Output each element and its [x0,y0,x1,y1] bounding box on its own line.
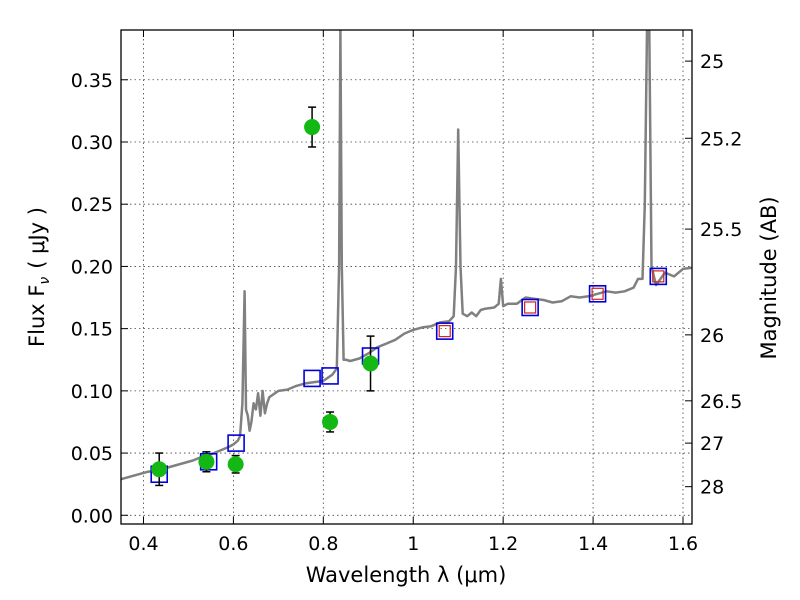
x-axis-title: Wavelength λ (μm) [306,563,507,587]
synthetic-point [303,369,321,388]
y2-axis-title: Magnitude (AB) [757,196,781,359]
x-tick-label: 1.6 [668,533,698,555]
synthetic-point [227,434,245,452]
y-axis-title-main: Flux F [25,285,49,347]
y2-tick-label: 26.5 [700,391,742,413]
observed-point [227,456,244,473]
synthetic-point [321,367,339,385]
y2-tick-label: 25.2 [700,128,742,150]
synthetic-point [435,322,454,340]
x-tick-label: 0.6 [218,533,248,555]
synthetic-point [649,267,668,286]
synthetic-point [588,284,607,303]
y-tick-label: 0.25 [71,194,113,216]
grid-lines [121,30,692,524]
synthetic-point-inner [591,287,604,300]
x-tick-label: 0.4 [128,533,158,555]
y-axis-title-subscript: ν [37,277,53,285]
y-axis-title-unit: ( μJy ) [25,207,49,269]
x-tick-label: 1 [407,533,419,555]
observed-point [362,355,379,372]
observed-point [151,461,168,478]
y2-tick-label: 28 [700,477,724,499]
plot-data [121,30,692,487]
y-tick-label: 0.35 [71,70,113,92]
y-tick-label: 0.10 [71,381,113,403]
observed-point [304,119,321,136]
y-tick-label: 0.05 [71,443,113,465]
synthetic-point-inner [524,301,537,314]
observed-point [322,413,339,430]
x-tick-label: 0.8 [308,533,338,555]
model-spectrum-line [121,30,692,481]
y-tick-label: 0.00 [71,505,113,527]
y-axis-title: Flux Fν ( μJy ) [25,207,53,347]
plot-frame [120,29,693,525]
x-tick-label: 1.4 [578,533,608,555]
y2-tick-label: 25 [700,51,724,73]
axis-ticks: 0.4 0.6 0.8 1 1.2 1.4 1.6 0.00 0.05 0.10 0.15 0.20 0… [71,30,742,555]
y2-tick-label: 27 [700,433,724,455]
x-tick-label: 1.2 [488,533,518,555]
synthetic-point [521,298,539,317]
y2-tick-label: 25.5 [700,219,742,241]
y2-tick-label: 26 [700,325,724,347]
y-tick-label: 0.30 [71,132,113,154]
synthetic-point-inner [438,325,451,338]
y-tick-label: 0.15 [71,319,113,341]
synthetic-point-inner [652,270,665,283]
observed-point [198,453,215,470]
y-tick-label: 0.20 [71,256,113,278]
